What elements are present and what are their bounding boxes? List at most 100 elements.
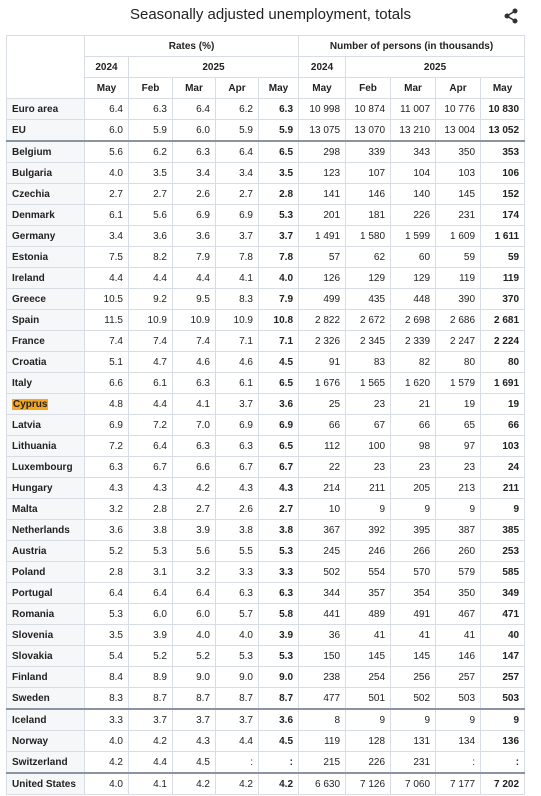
country: Croatia	[6, 351, 85, 373]
cell: :	[480, 751, 526, 774]
cell: 6.3	[215, 435, 259, 457]
cell: 112	[298, 435, 347, 457]
country: Euro area	[6, 98, 85, 120]
cell: 3.1	[128, 561, 173, 583]
cell: 145	[345, 645, 392, 667]
cell: 131	[390, 730, 437, 752]
cell: 1 491	[298, 225, 347, 247]
cell: 6.3	[257, 582, 300, 604]
cell: 4.0	[215, 624, 259, 646]
month: Apr	[215, 77, 259, 99]
cell: 146	[435, 645, 482, 667]
cell: 4.0	[84, 730, 129, 752]
country: Greece	[6, 288, 85, 310]
country: Slovakia	[6, 645, 85, 667]
cell: 13 052	[480, 119, 526, 142]
cell: 104	[390, 162, 437, 184]
country: Sweden	[6, 687, 85, 710]
cell: 6.1	[215, 372, 259, 394]
cell: 174	[480, 204, 526, 226]
cell: 1 580	[345, 225, 392, 247]
cell: 3.6	[257, 708, 300, 731]
cell: 344	[298, 582, 347, 604]
cell: 1 579	[435, 372, 482, 394]
cell: 21	[390, 393, 437, 415]
cell: 2 339	[390, 330, 437, 352]
row: Sweden 8.3 8.7 8.7 8.7 8.7 477 501 502 503 503	[6, 687, 526, 710]
row: Slovenia 3.5 3.9 4.0 4.0 3.9 36 41 41 41 40	[6, 624, 526, 646]
cell: 150	[298, 645, 347, 667]
cell: 4.0	[84, 772, 129, 795]
cell: 41	[390, 624, 437, 646]
cell: 4.3	[215, 477, 259, 499]
cell: 231	[435, 204, 482, 226]
country: Ireland	[6, 267, 85, 289]
cell: 6.9	[215, 204, 259, 226]
cell: 477	[298, 687, 347, 710]
header: Number of persons (in thousands)	[298, 35, 526, 57]
month: May	[257, 77, 300, 99]
cell: 5.6	[172, 540, 216, 562]
cell: 7 126	[345, 772, 392, 795]
cell: 4.3	[257, 477, 300, 499]
cell: 6.0	[128, 603, 173, 625]
cell: 4.0	[257, 267, 300, 289]
cell: 6.3	[172, 140, 216, 163]
cell: 370	[480, 288, 526, 310]
cell: 4.1	[128, 772, 173, 795]
cell: 7.5	[84, 246, 129, 268]
cell: 6.4	[128, 582, 173, 604]
cell: 6.5	[257, 435, 300, 457]
cell: 66	[390, 414, 437, 436]
cell: 350	[435, 140, 482, 163]
cell: 6.3	[128, 98, 173, 120]
cell: 441	[298, 603, 347, 625]
cell: 6.5	[257, 372, 300, 394]
cell: 3.9	[128, 624, 173, 646]
month: May	[480, 77, 526, 99]
cell: 1 565	[345, 372, 392, 394]
cell: 3.6	[128, 225, 173, 247]
cell: 7.2	[128, 414, 173, 436]
cell: 7.2	[84, 435, 129, 457]
row: Croatia 5.1 4.7 4.6 4.6 4.5 91 83 82 80 80	[6, 351, 526, 373]
row: Poland 2.8 3.1 3.2 3.3 3.3 502 554 570 579 585	[6, 561, 526, 583]
cell: 4.4	[172, 267, 216, 289]
cell: 2 822	[298, 309, 347, 331]
cell: 23	[345, 456, 392, 478]
cell: 6.9	[172, 204, 216, 226]
month: May	[298, 77, 347, 99]
cell: 554	[345, 561, 392, 583]
cell: 4.0	[172, 624, 216, 646]
cell: 41	[345, 624, 392, 646]
cell: 126	[298, 267, 347, 289]
cell: 3.8	[215, 519, 259, 541]
cell: 128	[345, 730, 392, 752]
cell: 215	[298, 751, 347, 774]
cell: 4.2	[172, 477, 216, 499]
cell: 4.2	[172, 772, 216, 795]
country: United States	[6, 772, 85, 795]
share-icon[interactable]	[503, 8, 519, 24]
row: Romania 5.3 6.0 6.0 5.7 5.8 441 489 491 467 471	[6, 603, 526, 625]
cell: 3.7	[215, 708, 259, 731]
cell: 2 681	[480, 309, 526, 331]
cell: 3.6	[172, 225, 216, 247]
cell: 5.5	[215, 540, 259, 562]
cell: 570	[390, 561, 437, 583]
cell: 123	[298, 162, 347, 184]
cell: 23	[390, 456, 437, 478]
corner	[6, 35, 85, 99]
cell: 13 075	[298, 119, 347, 142]
cell: 7.4	[128, 330, 173, 352]
cell: 3.6	[257, 393, 300, 415]
cell: 6.2	[128, 140, 173, 163]
row: Switzerland 4.2 4.4 4.5::215 226 231::	[6, 751, 526, 774]
title: Seasonally adjusted unemployment, totals	[129, 6, 411, 23]
cell: 502	[390, 687, 437, 710]
cell: 3.8	[257, 519, 300, 541]
cell: 6.6	[84, 372, 129, 394]
cell: 6.1	[84, 204, 129, 226]
cell: 11 007	[390, 98, 437, 120]
cell: 3.8	[128, 519, 173, 541]
